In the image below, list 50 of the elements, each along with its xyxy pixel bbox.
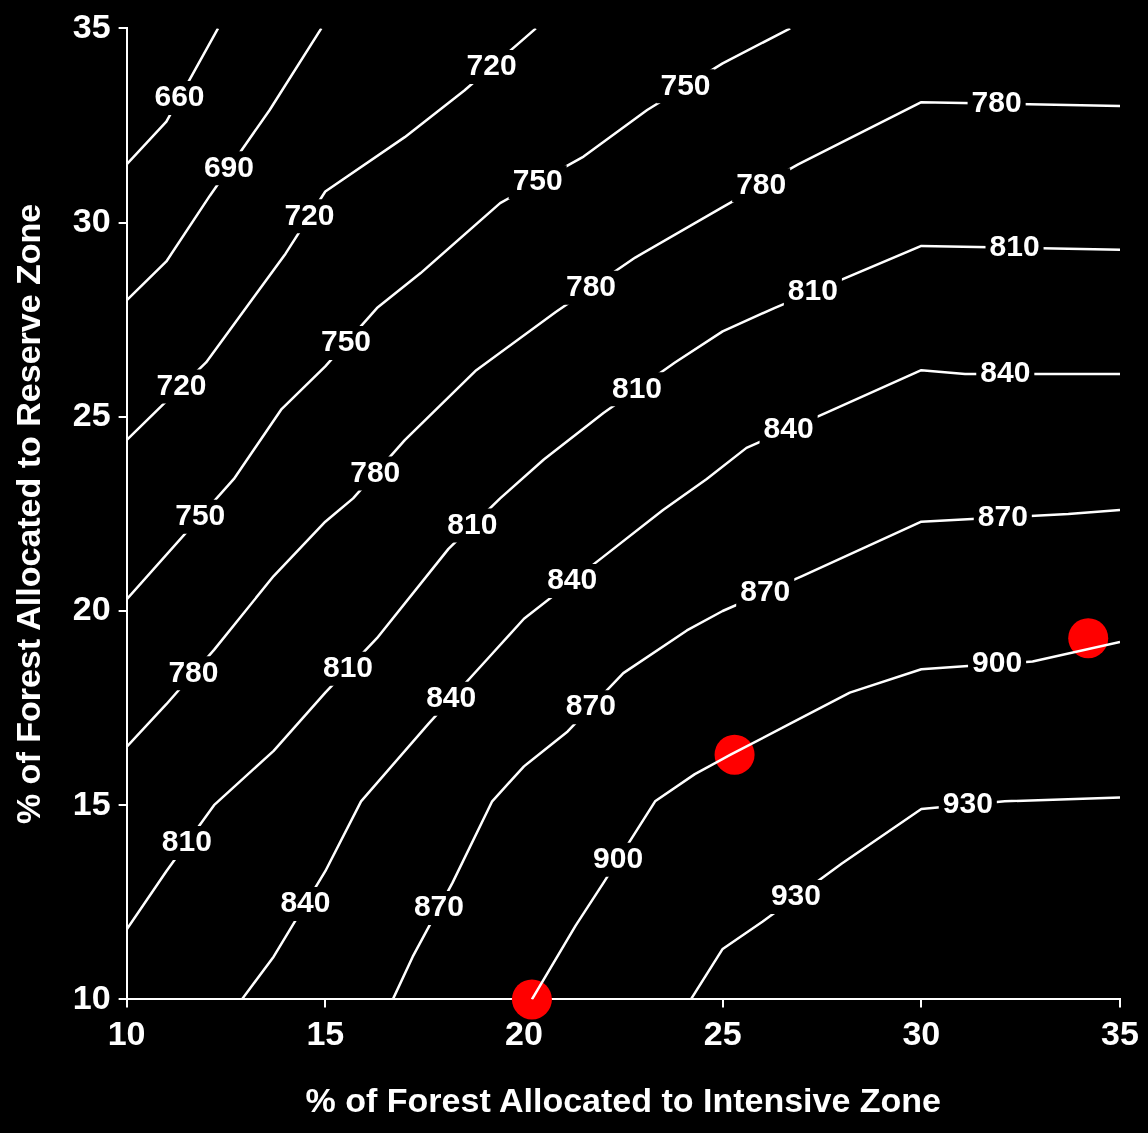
y-tick-label: 15	[72, 783, 111, 822]
text: 750	[660, 67, 711, 101]
series-label: 750	[512, 163, 563, 197]
point	[1068, 618, 1109, 659]
series-label: 660	[154, 79, 205, 113]
text: 810	[447, 506, 498, 540]
x-tick-label: 10	[107, 1014, 146, 1053]
text: 810	[787, 273, 838, 307]
text: 780	[971, 84, 1022, 118]
text: 750	[320, 324, 372, 358]
y-tick-label: 35	[72, 6, 111, 45]
x-tick-label: 30	[902, 1014, 941, 1053]
x-tick-label: 35	[1101, 1014, 1139, 1053]
text: 780	[350, 454, 401, 488]
series-label: 720	[284, 197, 335, 231]
text: 930	[770, 878, 821, 912]
x-tick-label: 25	[703, 1014, 742, 1053]
text: 810	[161, 824, 212, 858]
series-label: 810	[611, 370, 663, 404]
text: 840	[763, 410, 814, 444]
series-label: 870	[977, 498, 1028, 532]
y-tick-label: 25	[72, 395, 111, 434]
text: 870	[565, 688, 616, 722]
text: 780	[565, 269, 617, 303]
text: 870	[413, 889, 464, 923]
y-tick-label: 10	[72, 977, 111, 1016]
series-label: 900	[972, 645, 1023, 679]
y-tick-label: 20	[72, 589, 111, 628]
series-label: 780	[736, 166, 787, 200]
x-tick-label: 20	[505, 1014, 543, 1053]
text: 840	[980, 355, 1031, 389]
series-label: 840	[547, 562, 598, 596]
text: 810	[989, 228, 1040, 262]
point	[714, 734, 755, 775]
x-tick-label: 15	[306, 1014, 345, 1053]
series-label: 930	[942, 786, 993, 820]
text: 870	[740, 573, 791, 607]
text: 780	[168, 654, 219, 688]
y-axis-title: % of Forest Allocated to Reserve Zone	[8, 203, 47, 825]
y-tick-label: 30	[72, 200, 111, 239]
text: 750	[175, 497, 226, 531]
point	[511, 979, 552, 1020]
text: 720	[466, 48, 517, 82]
series-label: 690	[203, 149, 254, 183]
x-axis-title: % of Forest Allocated to Intensive Zone	[305, 1080, 941, 1119]
text: 810	[322, 649, 374, 683]
text: 840	[280, 885, 331, 919]
text: 900	[593, 841, 644, 874]
text: 720	[156, 367, 207, 401]
text: 840	[426, 680, 477, 714]
